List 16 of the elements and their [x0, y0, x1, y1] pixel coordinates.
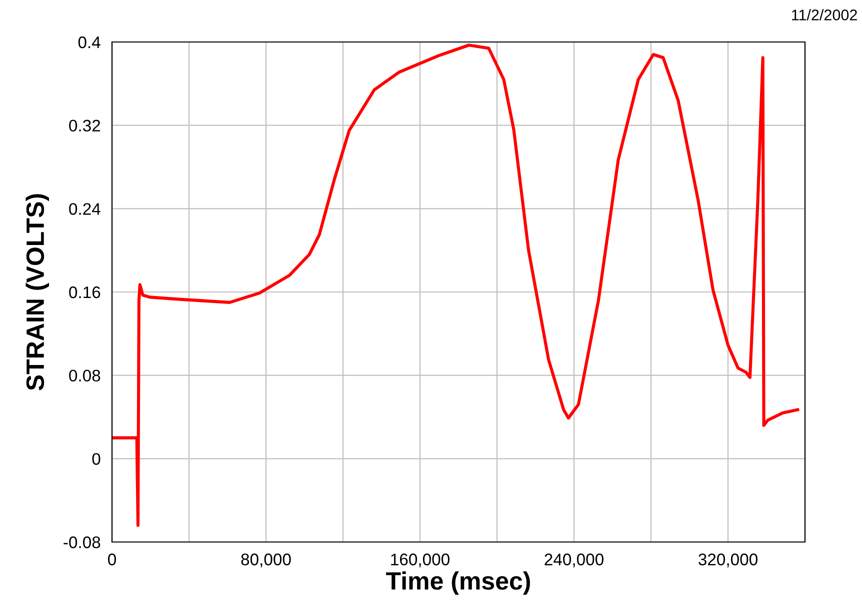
x-tick-label: 320,000	[698, 554, 758, 568]
y-tick-label: 0.16	[69, 286, 100, 298]
text: 11/2/2002	[792, 9, 857, 20]
x-tick-label: 160,000	[391, 554, 450, 568]
y-tick-label: 0.32	[69, 120, 100, 132]
y-tick-label: -0.08	[64, 536, 100, 548]
y-tick-label: 0.4	[78, 36, 100, 48]
y-axis-title: STRAIN (VOLTS)	[26, 194, 50, 390]
line-series	[112, 44, 800, 527]
x-tick-label: 240,000	[544, 554, 604, 568]
x-tick-label: 80,000	[241, 554, 291, 568]
y-tick-label: 0.24	[69, 203, 100, 215]
x-axis-title: Time (msec)	[386, 571, 530, 595]
y-tick-label: 0	[92, 453, 100, 465]
y-tick-label: 0.08	[69, 370, 100, 382]
x-tick-label: 0	[108, 554, 116, 566]
